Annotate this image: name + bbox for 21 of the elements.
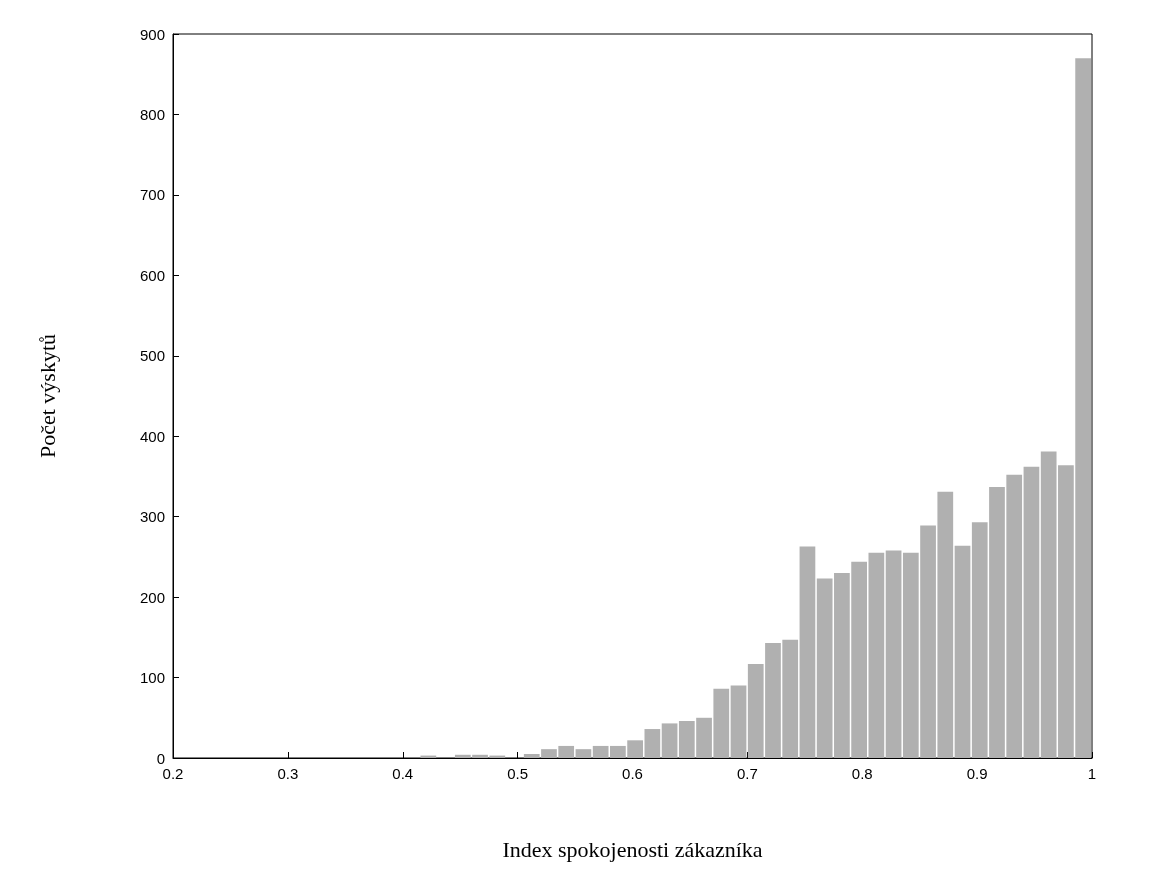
y-tick-label: 200 (139, 588, 165, 606)
y-axis-title: Počet výskytů (34, 333, 60, 459)
y-tick-label: 800 (139, 105, 165, 123)
x-tick-label: 0.5 (507, 765, 529, 782)
x-tick-label: 0.2 (162, 765, 184, 782)
y-tick-label: 500 (139, 347, 165, 365)
x-tick-label: 0.4 (392, 765, 414, 782)
x-tick-label: 0.7 (736, 765, 758, 782)
x-tick-label: 0.3 (277, 765, 299, 782)
y-tick-label: 900 (139, 25, 165, 43)
y-tick-label: 600 (139, 266, 165, 284)
y-tick-label: 700 (139, 186, 165, 204)
x-tick-label: 0.6 (622, 765, 643, 782)
y-tick-label: 0 (156, 749, 165, 767)
y-tick-label: 400 (139, 427, 165, 445)
y-tick-label: 300 (139, 508, 165, 526)
x-tick-label: 0.9 (966, 765, 988, 782)
x-axis-title: Index spokojenosti zákazníka (502, 836, 763, 862)
y-tick-label: 100 (139, 669, 165, 687)
x-tick-label: 1 (1087, 765, 1097, 782)
x-tick-label: 0.8 (851, 765, 873, 782)
